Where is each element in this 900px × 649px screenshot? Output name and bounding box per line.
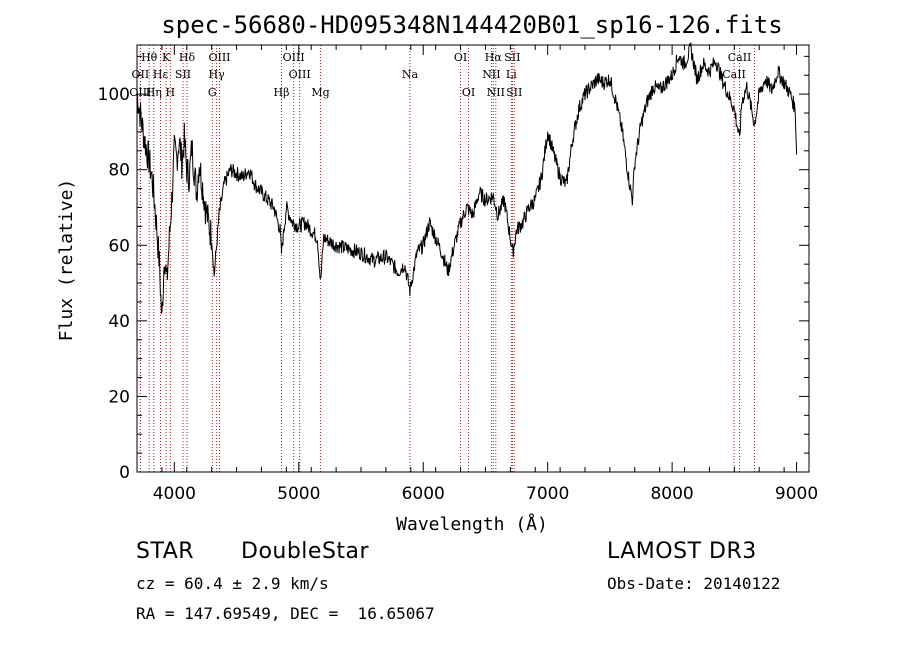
y-tick-label: 60	[108, 236, 130, 256]
spectral-line-label: OI	[454, 51, 467, 64]
spectral-line-label: OIII	[289, 68, 311, 81]
spectral-line-label: OII	[132, 68, 150, 81]
x-axis-label: Wavelength (Å)	[396, 513, 548, 535]
y-tick-label: 80	[108, 161, 130, 181]
y-tick-label: 100	[98, 85, 130, 105]
chart-title: spec-56680-HD095348N144420B01_sp16-126.f…	[161, 11, 782, 39]
spectral-line-markers	[139, 45, 755, 472]
spectral-line-label: Hε	[153, 68, 169, 81]
x-tick-label: 4000	[153, 484, 196, 504]
spectral-line-label: Hη	[146, 86, 162, 99]
spectral-line-label: K	[162, 51, 171, 64]
spectral-line-label: G	[208, 86, 217, 99]
spectrum-series	[136, 42, 798, 315]
ra-dec: RA = 147.69549, DEC = 16.65067	[136, 604, 435, 623]
y-axis-label: Flux (relative)	[56, 179, 77, 342]
spectral-line-label: Hδ	[179, 51, 196, 64]
spectral-line-label: OI	[462, 86, 475, 99]
spectral-line-label: SII	[504, 51, 520, 64]
spectral-line-label: NII	[487, 86, 505, 99]
spectral-line-label: Hα	[485, 51, 503, 64]
survey-name: LAMOST DR3	[607, 539, 757, 564]
spectral-line-label: OIII	[129, 86, 151, 99]
x-tick-label: 6000	[402, 484, 445, 504]
y-axis-ticks: 0 20 40 60 80 100	[98, 55, 809, 483]
x-tick-label: 5000	[277, 484, 320, 504]
spectral-line-label: H	[166, 86, 176, 99]
spectral-line-label: Hγ	[209, 68, 226, 81]
spectral-line-label: CaII	[728, 51, 752, 64]
plot-frame	[136, 44, 810, 473]
spectral-line-label: Na	[402, 68, 419, 81]
spectral-line-label: NII	[482, 68, 500, 81]
x-tick-label: 7000	[526, 484, 569, 504]
object-class: STAR	[136, 539, 195, 564]
spectral-line-label: Hθ	[141, 51, 158, 64]
y-tick-label: 0	[119, 463, 130, 483]
redshift-cz: cz = 60.4 ± 2.9 km/s	[136, 574, 329, 593]
spectral-line-label: CaII	[722, 68, 746, 81]
spectral-line-label: SII	[175, 68, 191, 81]
spectral-line-label: OIII	[283, 51, 305, 64]
x-axis-ticks: 4000 5000 6000 7000 8000 9000	[136, 45, 818, 504]
spectral-line-label: OIII	[208, 51, 230, 64]
spectral-line-label: Hβ	[274, 86, 290, 99]
y-tick-label: 40	[108, 312, 130, 332]
x-tick-label: 8000	[650, 484, 693, 504]
object-subclass: DoubleStar	[241, 539, 370, 564]
y-tick-label: 20	[108, 387, 130, 407]
spectral-line-label: Mg	[311, 86, 329, 99]
observation-date: Obs-Date: 20140122	[607, 574, 781, 593]
spectral-line-label: SII	[506, 86, 522, 99]
x-tick-label: 9000	[775, 484, 818, 504]
spectral-line-label: Li	[506, 68, 517, 81]
